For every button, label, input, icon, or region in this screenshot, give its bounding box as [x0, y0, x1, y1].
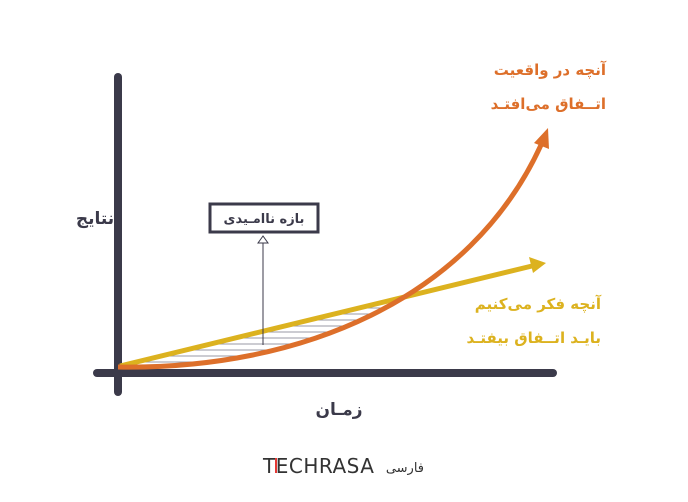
- expectation-label-line-2: بایـد اتــفاق بیفتـد: [467, 329, 601, 347]
- logo-text: TECHRASA: [262, 454, 374, 478]
- logo-accent: [275, 458, 277, 473]
- x-axis-label: زمـان: [315, 400, 362, 420]
- gap-label: بازه ناامـیدی: [224, 212, 305, 227]
- expectation-label-line-1: آنچه فکر می‌کنیم: [475, 295, 602, 314]
- techrasa-logo: TECHRASA فارسی: [262, 454, 424, 478]
- reality-label-line-2: اتــفاق می‌افتـد: [491, 95, 606, 113]
- expectation-line: [119, 263, 533, 369]
- logo-suffix: فارسی: [386, 461, 424, 476]
- gap-label-box: [208, 202, 320, 234]
- reality-arrowhead: [534, 128, 549, 149]
- expectation-arrowhead: [529, 257, 546, 273]
- reality-label-line-1: آنچه در واقعیت: [494, 61, 607, 80]
- y-axis-label: نتایج: [76, 209, 114, 229]
- gap-pointer-arrowhead-icon: [257, 235, 269, 244]
- reality-curve: [117, 143, 544, 370]
